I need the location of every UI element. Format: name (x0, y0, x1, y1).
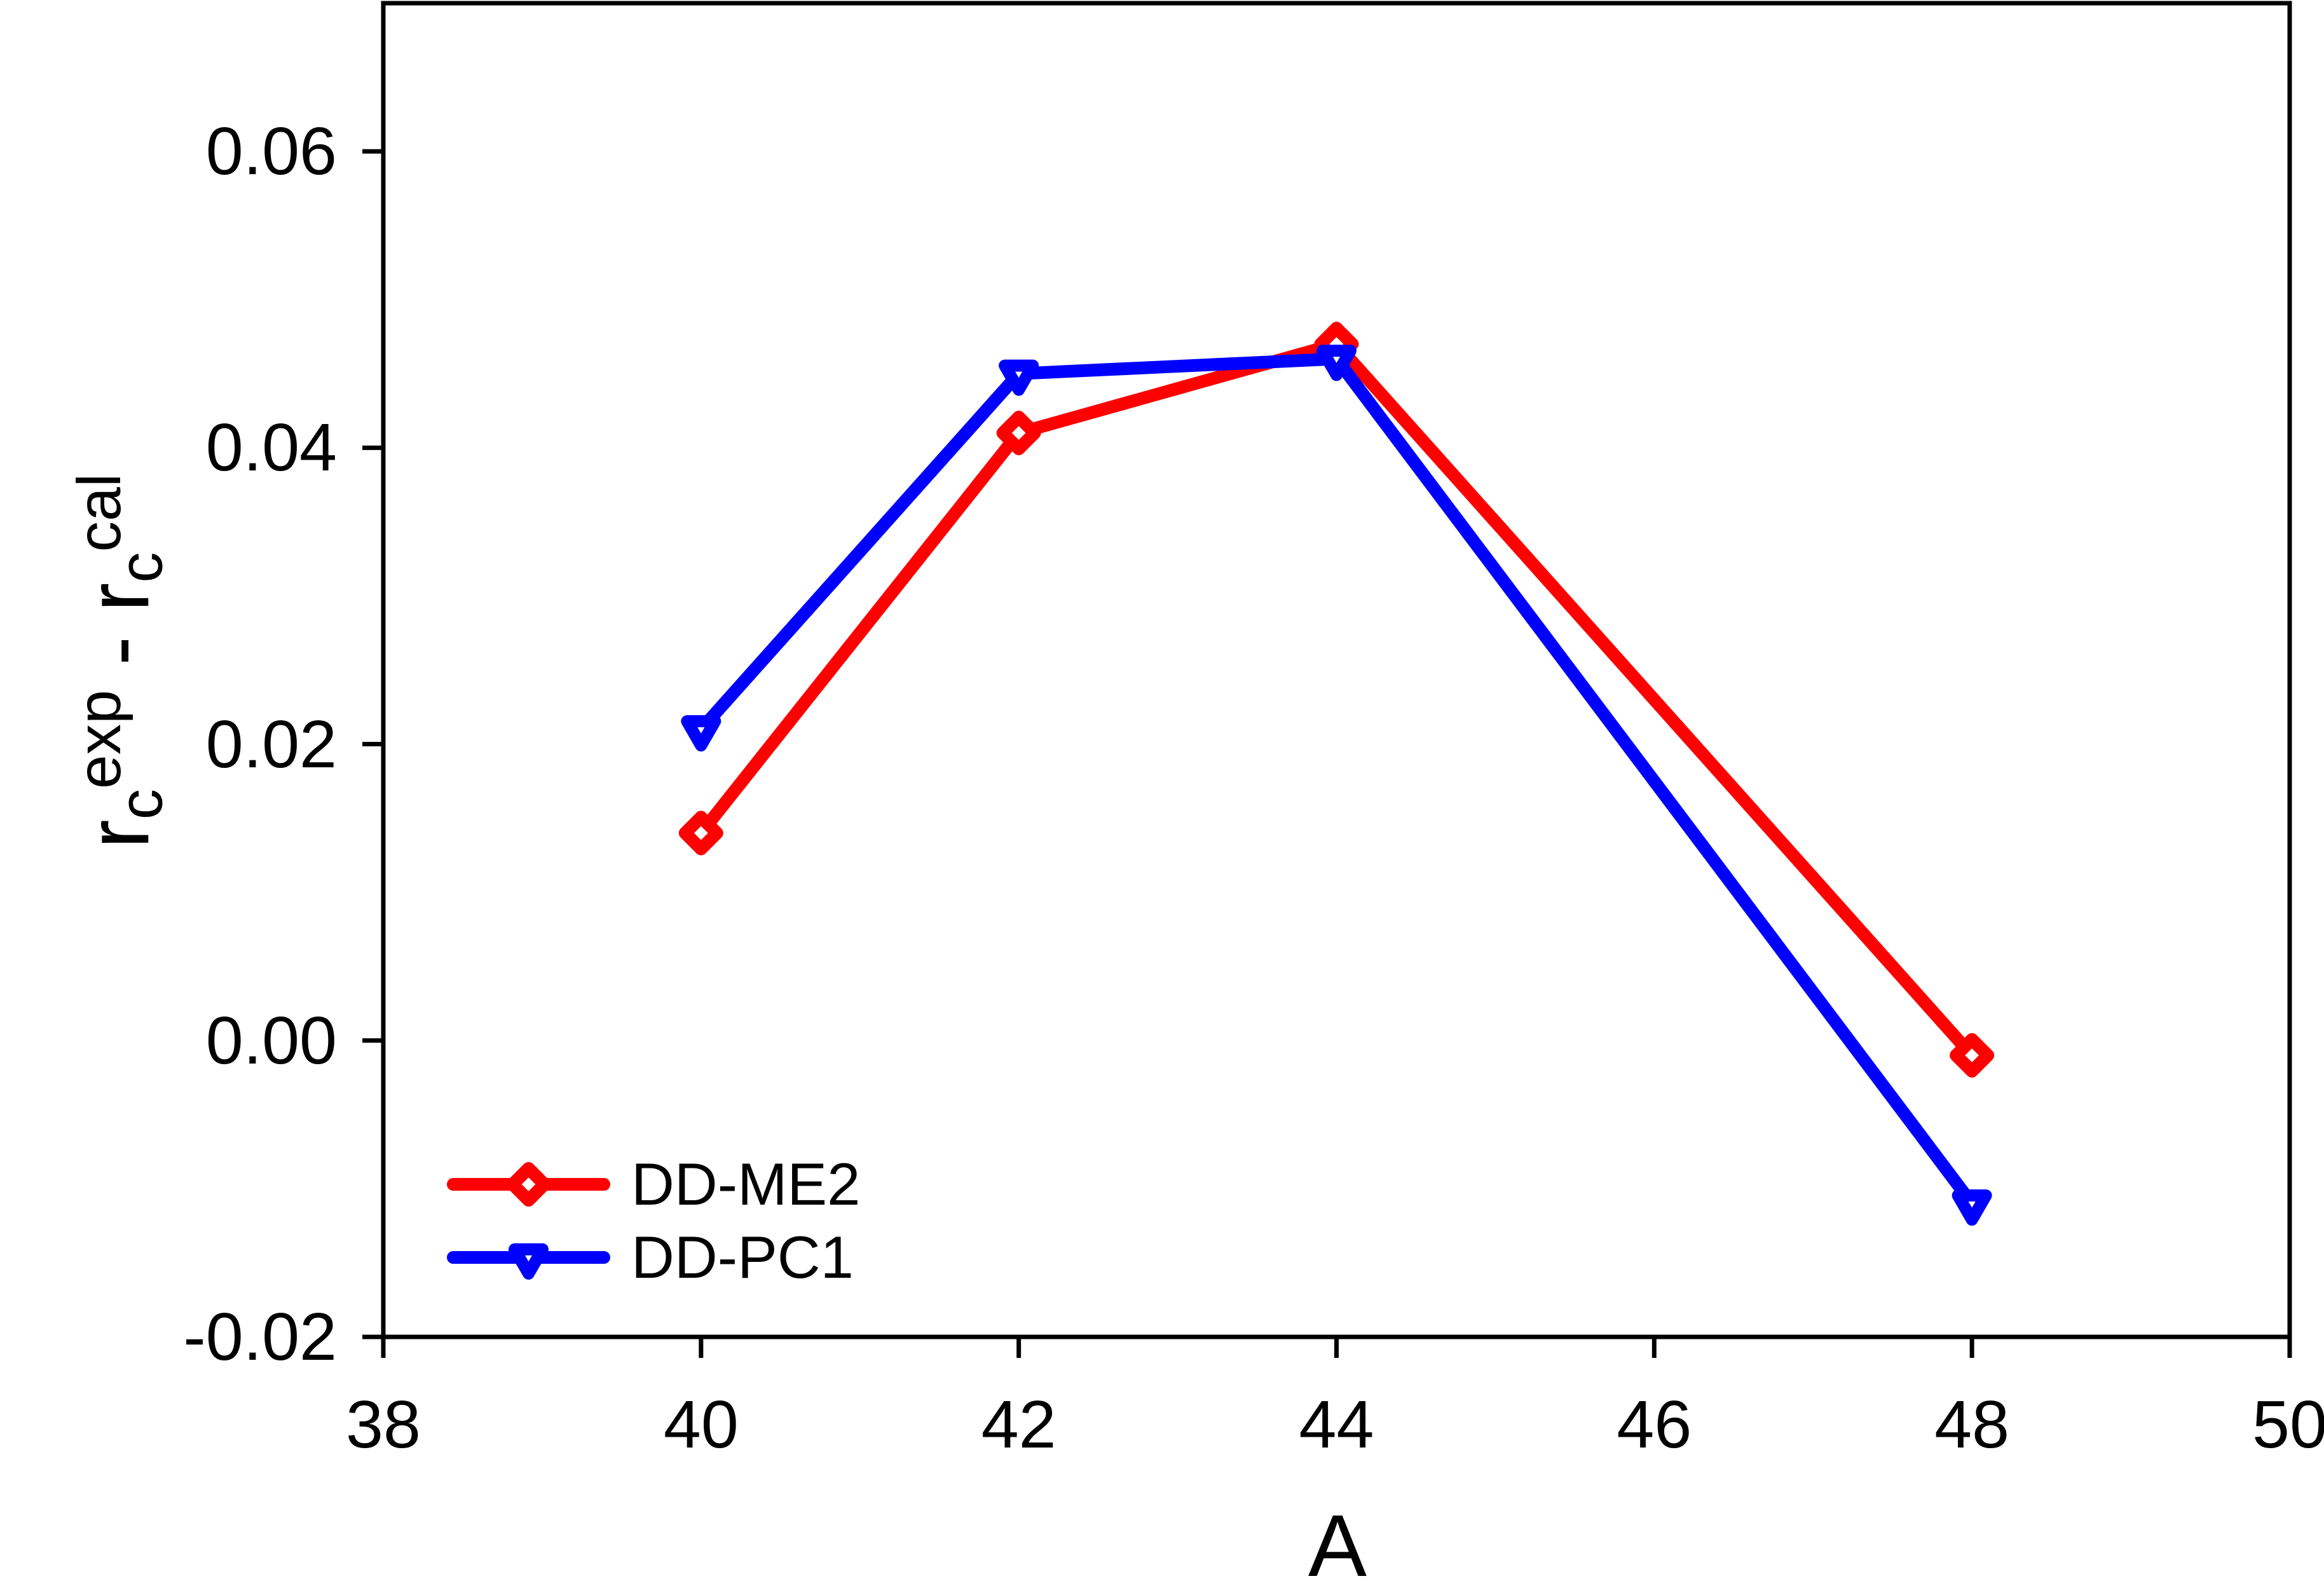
y-axis-label: rcexp - rccal (65, 474, 175, 849)
plot-frame (381, 1, 2292, 1339)
marker-diamond-DD-ME2 (996, 411, 1041, 456)
marker-diamond-DD-ME2 (1950, 1033, 1995, 1078)
ylabel-base1: r (69, 819, 168, 849)
marker-triangle-down-DD-PC1 (1316, 345, 1357, 381)
x-tick-label-48: 48 (1934, 1387, 2010, 1462)
series-line-DD-ME2 (694, 338, 1979, 1062)
marker-triangle-down-DD-PC1 (681, 715, 721, 752)
x-tick-label-42: 42 (981, 1387, 1056, 1462)
legend-marker-DD-PC1 (509, 1243, 549, 1280)
legend-label-dd-pc1: DD-PC1 (631, 1224, 854, 1290)
x-tick-label-50: 50 (2252, 1387, 2324, 1462)
y-tick-label-0.02: 0.02 (205, 706, 337, 782)
ylabel-sup2: cal (65, 473, 133, 552)
ylabel-sub1: c (107, 788, 175, 820)
y-tick-label--0.02: -0.02 (183, 1299, 337, 1374)
x-tick-label-40: 40 (663, 1387, 739, 1462)
marker-diamond-DD-ME2 (678, 811, 723, 856)
series-line-DD-PC1 (694, 352, 1979, 1210)
marker-triangle-down-DD-PC1 (999, 359, 1039, 396)
y-tick-label-0.00: 0.00 (205, 1003, 337, 1078)
marker-triangle-down-DD-PC1 (1951, 1189, 1992, 1226)
ylabel-separator: - (69, 612, 168, 690)
x-tick-label-46: 46 (1617, 1387, 1692, 1462)
legend-label-dd-me2: DD-ME2 (631, 1151, 861, 1217)
legend-marker-DD-ME2 (506, 1162, 551, 1207)
ylabel-sub2: c (107, 552, 175, 583)
y-tick-label-0.04: 0.04 (205, 410, 337, 486)
ylabel-base2: r (69, 582, 168, 612)
x-tick-label-38: 38 (346, 1387, 421, 1462)
x-tick-label-44: 44 (1299, 1387, 1374, 1462)
x-axis-label: A (1308, 1497, 1367, 1595)
y-tick-label-0.06: 0.06 (205, 114, 337, 189)
